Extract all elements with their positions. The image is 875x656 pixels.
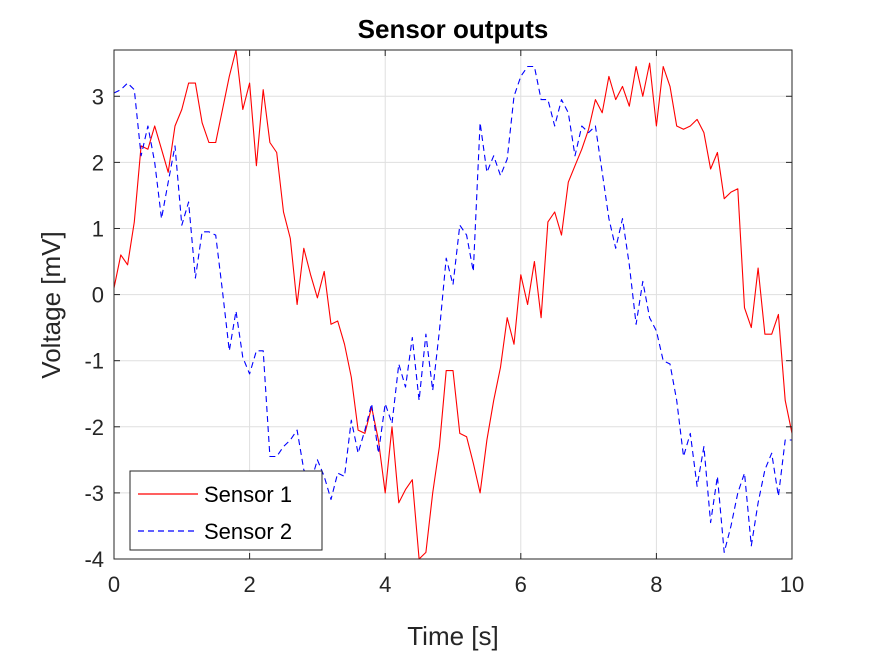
legend-label-sensor-1: Sensor 1 <box>204 482 292 507</box>
grid-lines <box>114 50 792 559</box>
y-tick-label: 3 <box>92 84 104 109</box>
y-axis-title: Voltage [mV] <box>36 231 66 378</box>
y-tick-label: 1 <box>92 216 104 241</box>
x-tick-label: 0 <box>108 572 120 597</box>
y-tick-label: -1 <box>84 349 104 374</box>
legend-label-sensor-2: Sensor 2 <box>204 519 292 544</box>
y-tick-label: -3 <box>84 481 104 506</box>
x-tick-label: 8 <box>650 572 662 597</box>
y-tick-label: 2 <box>92 150 104 175</box>
series-line-sensor-1 <box>113 49 793 560</box>
x-tick-label: 2 <box>243 572 255 597</box>
legend-box <box>129 470 323 551</box>
legend: Sensor 1 Sensor 2 <box>129 470 323 551</box>
y-tick-label: -2 <box>84 415 104 440</box>
x-tick-label: 10 <box>780 572 804 597</box>
chart-title: Sensor outputs <box>358 14 549 44</box>
x-axis-title: Time [s] <box>407 621 498 651</box>
y-tick-label: -4 <box>84 547 104 572</box>
x-tick-label: 4 <box>379 572 391 597</box>
x-tick-label: 6 <box>515 572 527 597</box>
series-lines <box>113 49 793 560</box>
axes-box <box>113 49 793 560</box>
axis-ticks: 0 2 4 6 8 10 -4 -3 -2 -1 0 1 2 3 <box>84 50 804 597</box>
y-tick-label: 0 <box>92 283 104 308</box>
series-line-sensor-2 <box>113 65 792 553</box>
